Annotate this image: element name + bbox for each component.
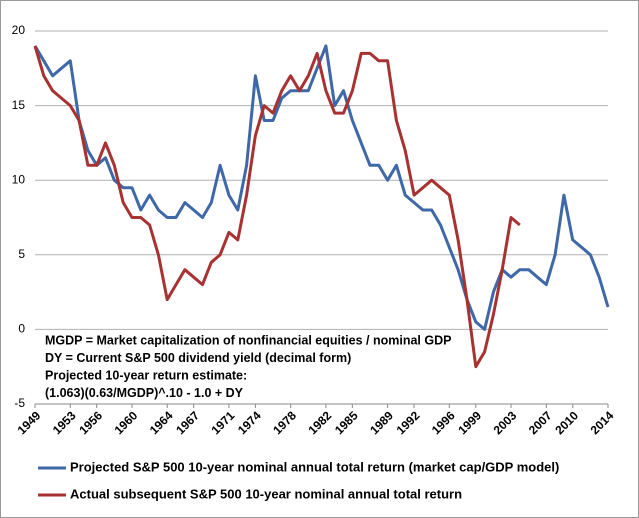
annotation: DY = Current S&P 500 dividend yield (dec… (45, 351, 351, 365)
annotation: MGDP = Market capitalization of nonfinan… (45, 333, 451, 347)
y-tick-label: 15 (12, 98, 26, 112)
y-tick-label: 20 (12, 23, 26, 37)
series-line (33, 44, 610, 331)
annotation: Projected 10-year return estimate: (45, 368, 247, 382)
y-tick-label: -5 (14, 396, 25, 410)
annotation: (1.063)(0.63/MGDP)^.10 - 1.0 + DY (45, 386, 244, 400)
y-tick-label: 5 (18, 247, 25, 261)
y-tick-label: 10 (12, 172, 26, 186)
y-tick-label: 0 (18, 322, 25, 336)
series-line (33, 45, 521, 369)
legend-label: Projected S&P 500 10-year nominal annual… (70, 459, 559, 474)
legend-label: Actual subsequent S&P 500 10-year nomina… (70, 486, 462, 501)
